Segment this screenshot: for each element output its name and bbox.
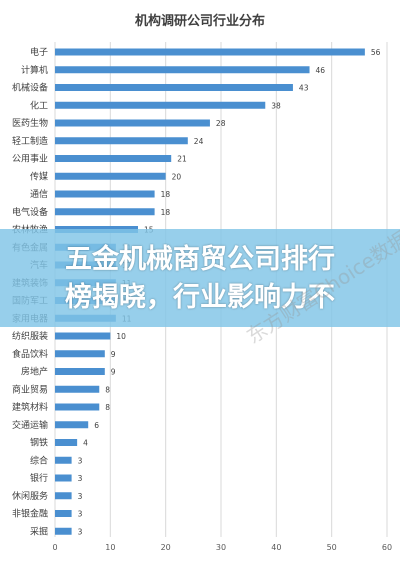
- bar: [55, 208, 155, 216]
- category-label: 轻工制造: [12, 135, 48, 147]
- value-label: 9: [111, 368, 116, 377]
- bar: [55, 421, 89, 429]
- value-label: 20: [172, 172, 182, 181]
- category-label: 传媒: [30, 170, 48, 182]
- bar: [55, 492, 72, 500]
- value-label: 21: [177, 155, 187, 164]
- value-label: 24: [194, 137, 204, 146]
- category-label: 纺织服装: [12, 330, 48, 342]
- bar: [55, 155, 172, 162]
- value-label: 3: [78, 492, 83, 501]
- value-label: 56: [371, 48, 381, 57]
- value-label: 8: [105, 403, 110, 412]
- value-label: 3: [78, 527, 83, 536]
- bar: [55, 137, 188, 145]
- value-label: 28: [216, 119, 226, 128]
- value-label: 6: [94, 421, 99, 430]
- bar: [55, 439, 78, 446]
- category-label: 电气设备: [12, 206, 48, 218]
- category-label: 休闲服务: [12, 490, 48, 502]
- category-label: 计算机: [21, 64, 48, 76]
- category-label: 非银金融: [12, 508, 48, 520]
- bar: [55, 456, 72, 464]
- value-label: 18: [161, 208, 171, 217]
- category-label: 通信: [30, 188, 48, 200]
- x-tick-label: 0: [52, 543, 57, 552]
- category-label: 钢铁: [30, 437, 48, 449]
- bar: [55, 474, 72, 482]
- category-label: 综合: [30, 454, 48, 466]
- category-label: 电子: [30, 46, 48, 58]
- x-axis-ticks: 0 10 20 30 40 50 60: [52, 543, 392, 552]
- overlay-banner: 五金机械商贸公司排行 榜揭晓，行业影响力不: [0, 229, 400, 327]
- banner-line-1: 五金机械商贸公司排行: [65, 244, 335, 275]
- bar: [55, 403, 100, 411]
- category-label: 机械设备: [12, 82, 48, 94]
- bar: [55, 350, 105, 358]
- value-label: 9: [111, 350, 116, 359]
- category-label: 采掘: [30, 525, 48, 537]
- category-label: 房地产: [21, 366, 48, 378]
- value-label: 38: [271, 101, 281, 110]
- x-tick-label: 40: [271, 543, 281, 552]
- category-label: 公用事业: [12, 153, 48, 165]
- bar: [55, 84, 293, 91]
- category-label: 交通运输: [12, 419, 48, 431]
- value-label: 10: [116, 332, 126, 341]
- bar: [55, 190, 155, 198]
- value-label: 3: [78, 456, 83, 465]
- category-label: 商业贸易: [12, 383, 48, 395]
- bar: [55, 368, 105, 375]
- bar: [55, 510, 72, 517]
- x-tick-label: 20: [161, 543, 171, 552]
- x-tick-label: 50: [327, 543, 337, 552]
- value-label: 46: [316, 66, 326, 75]
- banner-line-2: 榜揭晓，行业影响力不: [65, 282, 335, 313]
- bar: [55, 101, 266, 109]
- category-label: 银行: [30, 472, 48, 484]
- bar: [55, 332, 111, 340]
- bar: [55, 119, 210, 127]
- category-label: 医药生物: [12, 117, 48, 129]
- bar: [55, 48, 365, 56]
- category-label: 化工: [30, 99, 48, 111]
- category-label: 建筑材料: [12, 401, 48, 413]
- x-tick-label: 10: [105, 543, 115, 552]
- value-label: 18: [161, 190, 171, 199]
- bar: [55, 172, 166, 180]
- value-label: 3: [78, 510, 83, 519]
- bar: [55, 66, 310, 74]
- value-label: 43: [299, 84, 309, 93]
- x-tick-label: 60: [382, 543, 392, 552]
- chart-title: 机构调研公司行业分布: [135, 13, 265, 29]
- bar: [55, 527, 72, 535]
- bar: [55, 385, 100, 393]
- x-tick-label: 30: [216, 543, 226, 552]
- value-label: 3: [78, 474, 83, 483]
- value-label: 4: [83, 439, 88, 448]
- value-label: 8: [105, 385, 110, 394]
- category-label: 食品饮料: [12, 348, 48, 360]
